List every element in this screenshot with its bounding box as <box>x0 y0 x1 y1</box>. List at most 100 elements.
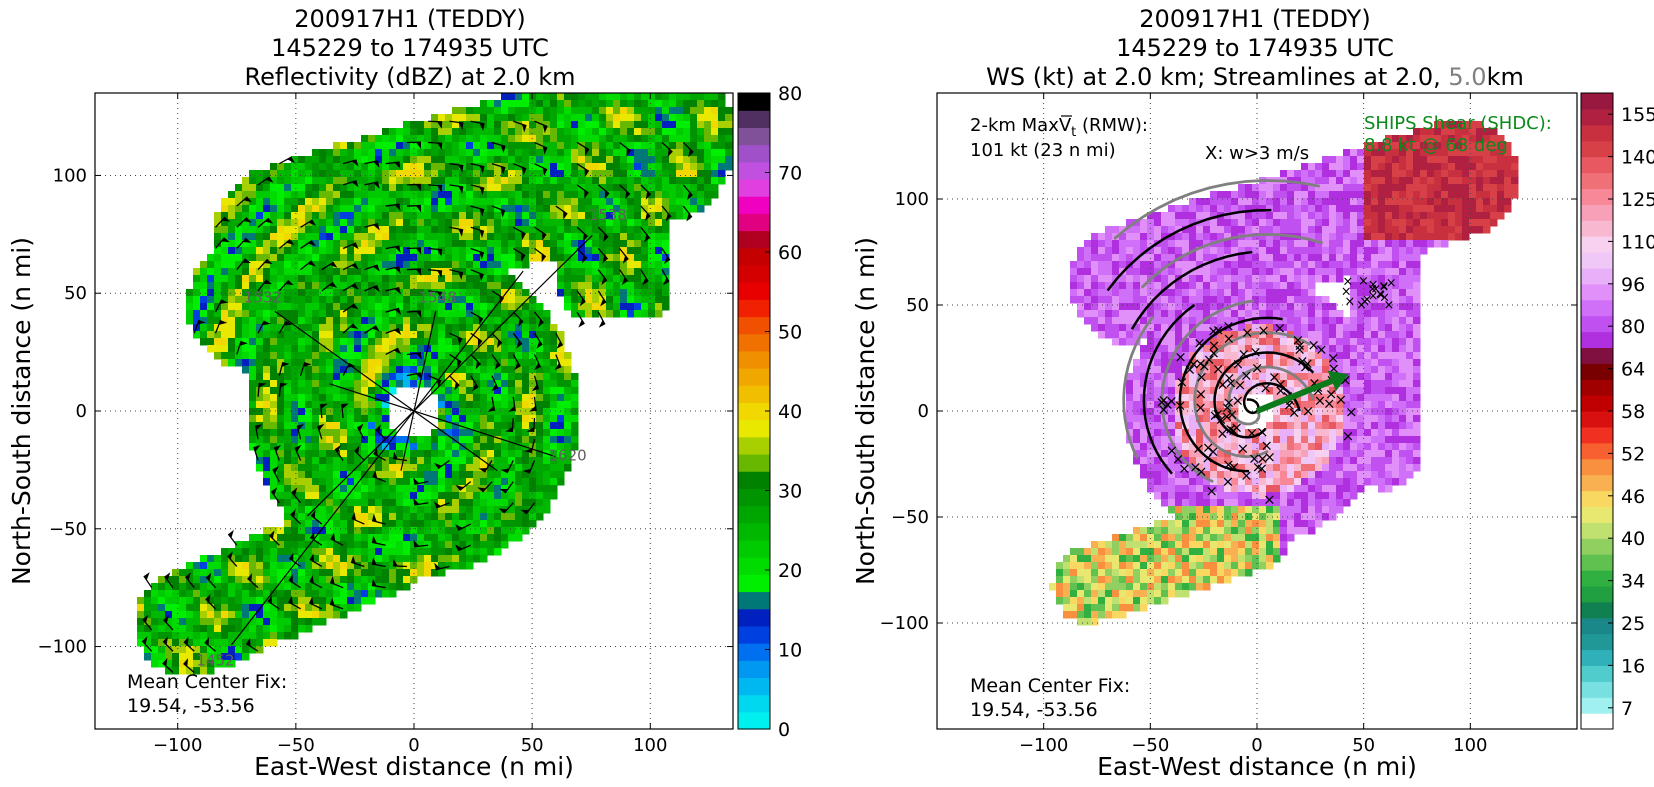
reflectivity-cell <box>284 450 292 458</box>
reflectivity-cell <box>543 254 551 262</box>
reflectivity-cell <box>592 128 600 136</box>
reflectivity-cell <box>550 226 558 234</box>
reflectivity-cell <box>683 212 691 220</box>
reflectivity-cell <box>599 149 607 157</box>
reflectivity-cell <box>256 583 264 591</box>
reflectivity-cell <box>207 660 215 668</box>
reflectivity-cell <box>249 247 257 255</box>
wind-speed-cell <box>1105 282 1113 290</box>
reflectivity-cell <box>214 618 222 626</box>
reflectivity-cell <box>564 233 572 241</box>
reflectivity-cell <box>564 436 572 444</box>
reflectivity-cell <box>487 450 495 458</box>
reflectivity-cell <box>361 296 369 304</box>
reflectivity-cell <box>375 569 383 577</box>
reflectivity-cell <box>515 387 523 395</box>
reflectivity-cell <box>431 450 439 458</box>
wind-barb-flag <box>542 167 548 177</box>
reflectivity-cell <box>648 93 656 101</box>
reflectivity-cell <box>249 422 257 430</box>
reflectivity-cell <box>452 387 460 395</box>
reflectivity-cell <box>403 205 411 213</box>
reflectivity-cell <box>543 191 551 199</box>
wind-speed-cell <box>1147 352 1155 360</box>
wind-barb-flag <box>415 352 422 360</box>
wind-barb-flag <box>247 573 253 582</box>
reflectivity-cell <box>312 478 320 486</box>
reflectivity-cell <box>445 541 453 549</box>
reflectivity-cell <box>557 450 565 458</box>
reflectivity-cell <box>641 282 649 290</box>
reflectivity-cell <box>473 289 481 297</box>
reflectivity-cell <box>326 205 334 213</box>
reflectivity-cell <box>501 128 509 136</box>
reflectivity-cell <box>431 513 439 521</box>
flight-leg-label-1452: 1452 <box>196 651 234 669</box>
wind-speed-cell <box>1161 520 1169 528</box>
reflectivity-cell <box>718 149 726 157</box>
reflectivity-cell <box>270 415 278 423</box>
reflectivity-cell <box>333 604 341 612</box>
reflectivity-cell <box>536 380 544 388</box>
reflectivity-cell <box>648 156 656 164</box>
reflectivity-cell <box>515 415 523 423</box>
wind-barb-flag <box>373 447 378 457</box>
reflectivity-cell <box>417 261 425 269</box>
reflectivity-cell <box>242 653 250 661</box>
wind-speed-cell <box>1154 520 1162 528</box>
reflectivity-cell <box>599 261 607 269</box>
reflectivity-cell <box>319 541 327 549</box>
reflectivity-cell <box>144 639 152 647</box>
wind-speed-cell <box>1070 569 1078 577</box>
reflectivity-cell <box>291 464 299 472</box>
reflectivity-cell <box>606 310 614 318</box>
reflectivity-cell <box>452 520 460 528</box>
reflectivity-cell <box>228 289 236 297</box>
reflectivity-cell <box>438 170 446 178</box>
wind-speed-cell <box>1140 373 1148 381</box>
wind-speed-cell <box>1119 254 1127 262</box>
reflectivity-cell <box>396 450 404 458</box>
reflectivity-cell <box>466 499 474 507</box>
wind-barb-flag <box>415 205 422 213</box>
reflectivity-cell <box>249 303 257 311</box>
reflectivity-cell <box>508 380 516 388</box>
reflectivity-cell <box>333 254 341 262</box>
reflectivity-cell <box>417 275 425 283</box>
reflectivity-cell <box>494 184 502 192</box>
wind-speed-cell <box>1119 261 1127 269</box>
wind-speed-cell <box>1140 219 1148 227</box>
reflectivity-cell <box>410 366 418 374</box>
reflectivity-cell <box>578 114 586 122</box>
reflectivity-cell <box>648 219 656 227</box>
reflectivity-cell <box>543 226 551 234</box>
reflectivity-cell <box>473 212 481 220</box>
reflectivity-cell <box>466 471 474 479</box>
reflectivity-cell <box>417 149 425 157</box>
reflectivity-cell <box>613 303 621 311</box>
reflectivity-cell <box>382 261 390 269</box>
reflectivity-cell <box>235 296 243 304</box>
reflectivity-cell <box>452 121 460 129</box>
reflectivity-cell <box>627 142 635 150</box>
reflectivity-cell <box>319 576 327 584</box>
reflectivity-cell <box>571 107 579 115</box>
reflectivity-cell <box>501 296 509 304</box>
reflectivity-cell <box>354 534 362 542</box>
reflectivity-cell <box>368 226 376 234</box>
reflectivity-cell <box>361 541 369 549</box>
wind-speed-cell <box>1105 324 1113 332</box>
wind-barb <box>528 460 536 474</box>
reflectivity-cell <box>536 457 544 465</box>
reflectivity-cell <box>466 443 474 451</box>
reflectivity-cell <box>284 422 292 430</box>
reflectivity-cell <box>361 261 369 269</box>
reflectivity-cell <box>515 534 523 542</box>
reflectivity-cell <box>319 268 327 276</box>
reflectivity-cell <box>403 338 411 346</box>
reflectivity-cell <box>501 394 509 402</box>
reflectivity-colorbar-swatch <box>738 574 770 593</box>
reflectivity-cell <box>487 121 495 129</box>
reflectivity-cell <box>263 359 271 367</box>
reflectivity-cell <box>256 303 264 311</box>
